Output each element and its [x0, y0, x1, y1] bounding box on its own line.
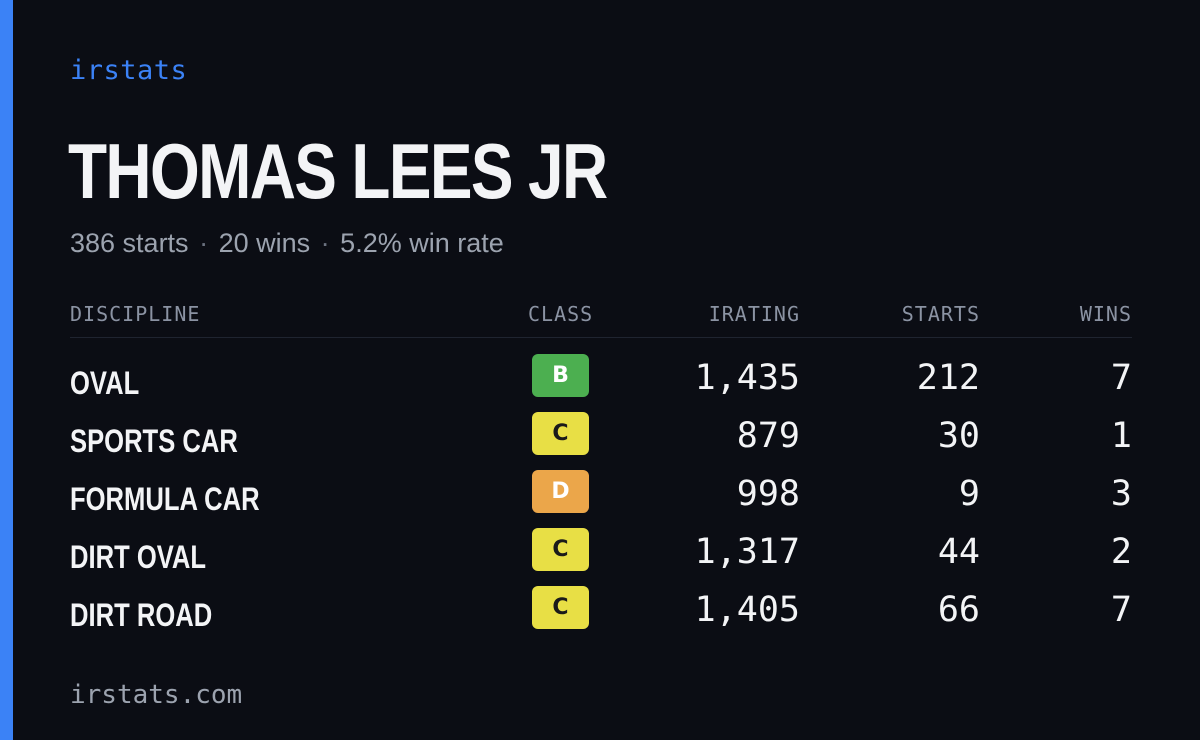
table-row: SPORTS CAR C 879 30 1 — [70, 412, 1132, 470]
discipline-name: DIRT ROAD — [70, 597, 213, 633]
irating-value: 879 — [736, 416, 800, 456]
header-wins: WINS — [1079, 302, 1132, 326]
table-row: FORMULA CAR D 998 9 3 — [70, 470, 1132, 528]
class-badge: B — [532, 354, 589, 397]
irating-value: 1,405 — [694, 590, 800, 630]
starts-value: 66 — [937, 590, 980, 630]
driver-name: THOMAS LEES JR — [68, 127, 608, 215]
summary-starts: 386 starts — [70, 228, 189, 258]
table-row: DIRT OVAL C 1,317 44 2 — [70, 528, 1132, 586]
table-header: DISCIPLINE CLASS IRATING STARTS WINS — [70, 300, 1132, 338]
irating-value: 1,317 — [694, 532, 800, 572]
class-badge: D — [532, 470, 589, 513]
class-badge: C — [532, 412, 589, 455]
starts-value: 9 — [958, 474, 980, 514]
footer-url: irstats.com — [70, 680, 243, 710]
class-badge: C — [532, 586, 589, 629]
irating-value: 998 — [736, 474, 800, 514]
header-class: CLASS — [528, 302, 594, 326]
header-irating: IRATING — [708, 302, 800, 326]
table-row: OVAL B 1,435 212 7 — [70, 354, 1132, 412]
irating-value: 1,435 — [694, 358, 800, 398]
table-row: DIRT ROAD C 1,405 66 7 — [70, 586, 1132, 644]
starts-value: 44 — [937, 532, 980, 572]
starts-value: 212 — [916, 358, 980, 398]
wins-value: 1 — [1110, 416, 1132, 456]
summary-separator: · — [199, 228, 209, 258]
wins-value: 7 — [1110, 358, 1132, 398]
header-starts: STARTS — [901, 302, 980, 326]
discipline-name: DIRT OVAL — [70, 539, 207, 575]
class-badge: C — [532, 528, 589, 571]
summary-win-rate: 5.2% win rate — [340, 228, 504, 258]
accent-bar — [0, 0, 13, 740]
discipline-name: OVAL — [70, 365, 140, 401]
discipline-name: FORMULA CAR — [70, 481, 260, 517]
discipline-name: SPORTS CAR — [70, 423, 238, 459]
table-body: OVAL B 1,435 212 7 SPORTS CAR C 879 30 1… — [70, 338, 1132, 644]
wins-value: 2 — [1110, 532, 1132, 572]
summary-separator: · — [320, 228, 330, 258]
starts-value: 30 — [937, 416, 980, 456]
brand-logo: irstats — [70, 55, 188, 86]
discipline-table: DISCIPLINE CLASS IRATING STARTS WINS OVA… — [70, 300, 1132, 644]
header-discipline: DISCIPLINE — [70, 302, 201, 326]
summary-wins: 20 wins — [218, 228, 311, 258]
driver-summary: 386 starts · 20 wins · 5.2% win rate — [70, 228, 504, 259]
wins-value: 3 — [1110, 474, 1132, 514]
wins-value: 7 — [1110, 590, 1132, 630]
